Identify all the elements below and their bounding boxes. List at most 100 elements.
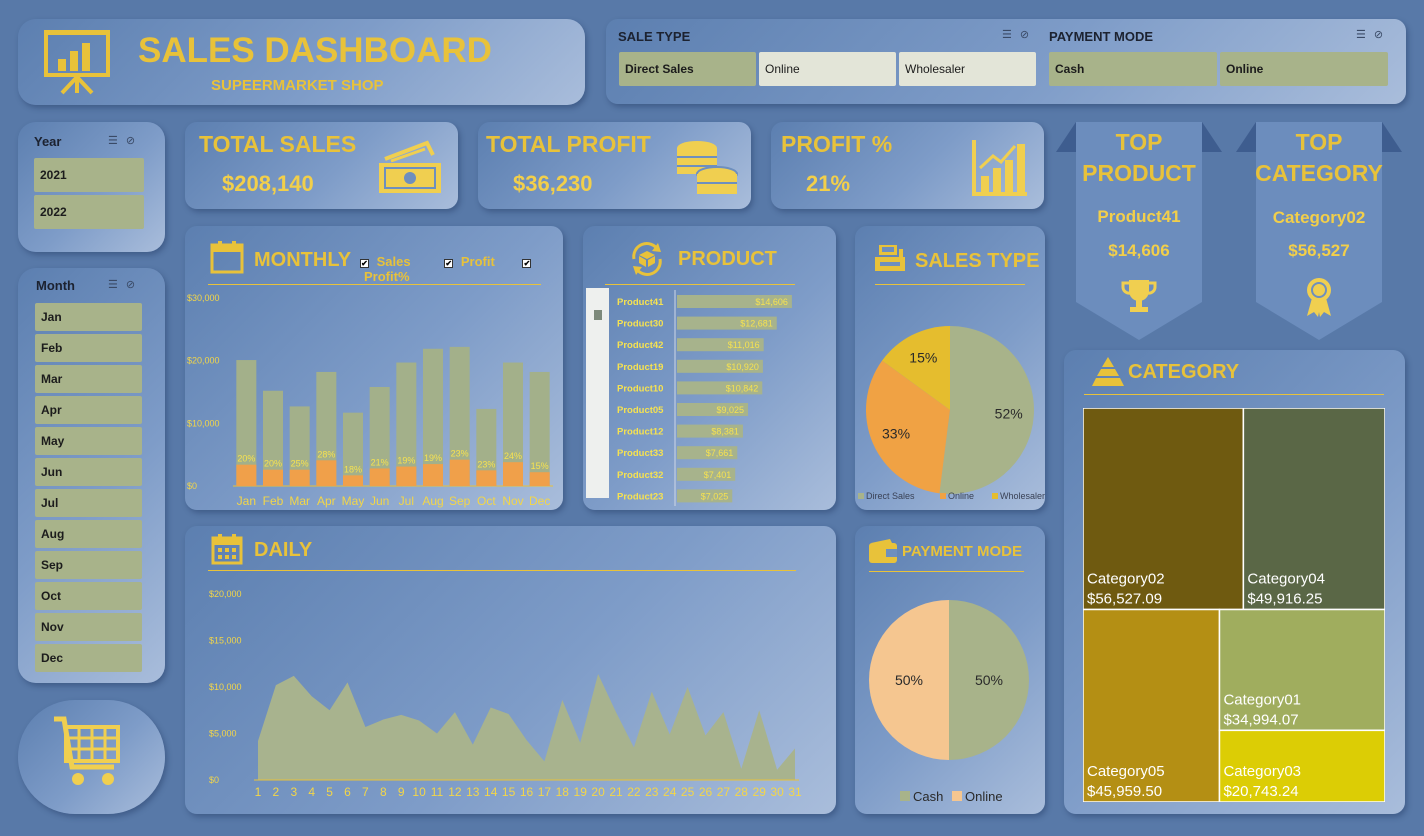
monthly-sales-bar bbox=[396, 362, 417, 486]
product-value-label: $8,381 bbox=[711, 427, 739, 437]
top-product-title-1: TOP bbox=[1115, 129, 1163, 155]
monthly-x-tick-label: Aug bbox=[422, 494, 443, 508]
category-tile-label: Category05 bbox=[1087, 763, 1165, 780]
month-dec[interactable]: Dec bbox=[35, 644, 142, 672]
daily-x-tick-label: 21 bbox=[609, 785, 623, 799]
payment-mode-legend-swatch bbox=[900, 791, 910, 801]
category-tile-value: $34,994.07 bbox=[1223, 711, 1298, 728]
daily-x-tick-label: 13 bbox=[466, 785, 480, 799]
month-mar[interactable]: Mar bbox=[35, 365, 142, 393]
month-slicer-tools[interactable]: ☰⊘ bbox=[108, 279, 144, 291]
slicer-panel-top: SALE TYPE ☰⊘ Direct Sales Online Wholesa… bbox=[606, 19, 1406, 104]
year-2021[interactable]: 2021 bbox=[34, 158, 144, 192]
month-jul[interactable]: Jul bbox=[35, 489, 142, 517]
product-category-label: Product10 bbox=[617, 383, 663, 394]
sale-type-slicer-tools[interactable]: ☰⊘ bbox=[1002, 29, 1038, 41]
daily-x-tick-label: 27 bbox=[717, 785, 731, 799]
top-category-title-1: TOP bbox=[1295, 129, 1343, 155]
kpi-total-profit: TOTAL PROFIT $36,230 bbox=[478, 122, 751, 209]
sales-type-legend-label: Wholesaler bbox=[1000, 491, 1045, 501]
month-sep[interactable]: Sep bbox=[35, 551, 142, 579]
kpi-total-sales: TOTAL SALES $208,140 bbox=[185, 122, 458, 209]
top-product-name: Product41 bbox=[1097, 207, 1181, 226]
payment-mode-slicer-tools[interactable]: ☰⊘ bbox=[1356, 29, 1392, 41]
product-bar bbox=[677, 359, 763, 373]
product-scrollbar-thumb[interactable] bbox=[594, 310, 602, 320]
daily-ytick-label: $0 bbox=[209, 775, 219, 785]
product-scrollbar[interactable] bbox=[586, 288, 609, 498]
legend-profitpct-checkbox[interactable]: ✔ bbox=[522, 259, 532, 268]
monthly-legend: ✔ Sales ✔ Profit ✔ Profit% bbox=[360, 254, 563, 284]
product-category-label: Product30 bbox=[617, 319, 663, 330]
cart-panel bbox=[18, 700, 165, 814]
product-bar bbox=[677, 381, 763, 395]
daily-x-tick-label: 2 bbox=[273, 785, 280, 799]
payment-mode-cash[interactable]: Cash bbox=[1049, 52, 1217, 86]
monthly-underline bbox=[208, 284, 541, 285]
sales-type-underline bbox=[875, 284, 1025, 285]
kpi-total-sales-value: $208,140 bbox=[222, 171, 314, 196]
year-slicer-tools[interactable]: ☰⊘ bbox=[108, 135, 144, 147]
product-title: PRODUCT bbox=[678, 248, 777, 270]
monthly-profit-pct-label: 19% bbox=[397, 456, 415, 466]
daily-x-tick-label: 28 bbox=[735, 785, 749, 799]
month-oct[interactable]: Oct bbox=[35, 582, 142, 610]
category-tile bbox=[1083, 408, 1245, 611]
daily-x-tick-label: 16 bbox=[520, 785, 534, 799]
legend-profit-label: Profit bbox=[460, 254, 495, 269]
payment-mode-pie-chart: 50% 50% Cash Online bbox=[869, 600, 1029, 804]
monthly-ytick-label: $10,000 bbox=[187, 418, 220, 428]
sales-type-slice bbox=[939, 326, 1034, 494]
month-may[interactable]: May bbox=[35, 427, 142, 455]
month-apr[interactable]: Apr bbox=[35, 396, 142, 424]
category-tile-value: $56,527.09 bbox=[1087, 590, 1162, 607]
month-jun[interactable]: Jun bbox=[35, 458, 142, 486]
daily-x-tick-label: 30 bbox=[770, 785, 784, 799]
monthly-profit-bar bbox=[449, 459, 470, 486]
monthly-sales-bar bbox=[503, 362, 523, 486]
monthly-title: MONTHLY bbox=[254, 249, 352, 271]
monthly-profit-bar bbox=[369, 468, 390, 486]
monthly-panel: MONTHLY ✔ Sales ✔ Profit ✔ Profit% $0 $10… bbox=[185, 226, 563, 510]
product-bar bbox=[677, 446, 738, 460]
payment-mode-online[interactable]: Online bbox=[1220, 52, 1388, 86]
daily-x-tick-label: 3 bbox=[290, 785, 297, 799]
daily-x-tick-label: 11 bbox=[431, 785, 444, 799]
daily-ytick-label: $10,000 bbox=[209, 682, 242, 692]
monthly-profit-bar bbox=[503, 462, 523, 486]
sale-type-direct-sales[interactable]: Direct Sales bbox=[619, 52, 756, 86]
daily-x-tick-label: 19 bbox=[574, 785, 588, 799]
product-category-label: Product19 bbox=[617, 362, 663, 373]
sale-type-online[interactable]: Online bbox=[759, 52, 896, 86]
kpi-profit-pct-label: PROFIT % bbox=[781, 131, 893, 157]
payment-mode-value-label: 50% bbox=[895, 672, 923, 688]
coins-stack-icon bbox=[677, 141, 738, 194]
month-aug[interactable]: Aug bbox=[35, 520, 142, 548]
shopping-cart-icon bbox=[54, 716, 120, 785]
category-tile-value: $45,959.50 bbox=[1087, 783, 1162, 800]
category-tile-label: Category02 bbox=[1087, 570, 1165, 587]
sales-type-value-label: 52% bbox=[995, 406, 1023, 422]
monthly-profit-bar bbox=[263, 469, 283, 486]
sale-type-wholesaler[interactable]: Wholesaler bbox=[899, 52, 1036, 86]
legend-sales-checkbox[interactable]: ✔ bbox=[360, 259, 369, 268]
sales-type-slice bbox=[866, 360, 950, 494]
sales-type-title: SALES TYPE bbox=[915, 250, 1040, 272]
month-nov[interactable]: Nov bbox=[35, 613, 142, 641]
month-jan[interactable]: Jan bbox=[35, 303, 142, 331]
month-feb[interactable]: Feb bbox=[35, 334, 142, 362]
sales-type-pie-chart: 52% 33% 15% Direct Sales Online Wholesaler bbox=[858, 326, 1045, 501]
top-category-banner bbox=[1236, 122, 1402, 340]
payment-mode-slice bbox=[949, 600, 1029, 760]
month-slicer-panel: Month ☰⊘ Jan Feb Mar Apr May Jun Jul Aug Sep Oct N… bbox=[18, 268, 165, 683]
legend-profitpct-label: Profit% bbox=[364, 269, 410, 284]
year-2022[interactable]: 2022 bbox=[34, 195, 144, 229]
legend-profit-checkbox[interactable]: ✔ bbox=[444, 259, 454, 268]
dashboard-subtitle: SUPEERMARKET SHOP bbox=[211, 77, 384, 94]
year-slicer-panel: Year ☰⊘ 2021 2022 bbox=[18, 122, 165, 252]
product-value-label: $11,016 bbox=[728, 340, 760, 350]
category-tile bbox=[1242, 408, 1385, 611]
category-tile bbox=[1218, 729, 1385, 802]
daily-x-tick-label: 23 bbox=[645, 785, 659, 799]
category-tile bbox=[1218, 608, 1385, 732]
